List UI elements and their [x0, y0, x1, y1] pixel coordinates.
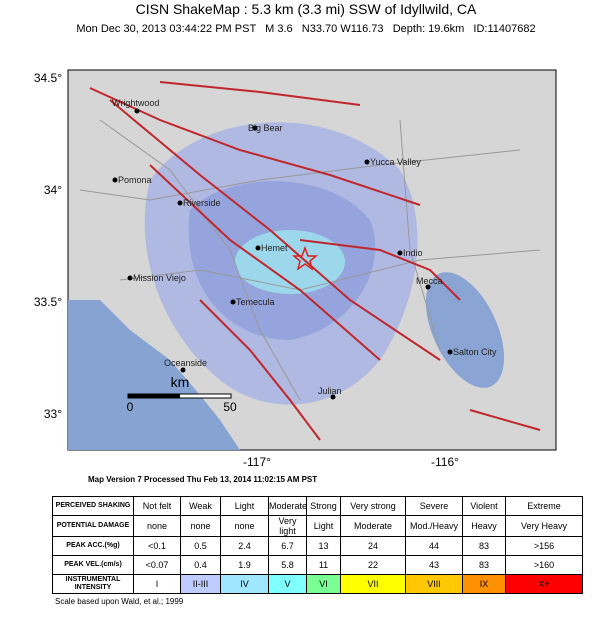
table-cell: Heavy	[462, 515, 506, 537]
table-cell: IV	[220, 574, 269, 594]
table-cell: 1.9	[220, 555, 269, 575]
table-cell: Weak	[180, 496, 221, 516]
city-label: Riverside	[183, 198, 221, 208]
city-label: Hemet	[261, 243, 288, 253]
map: Wrightwood Big Bear Yucca Valley Pomona …	[67, 69, 557, 451]
city-label: Pomona	[118, 175, 152, 185]
city-label: Indio	[403, 248, 423, 258]
epicenter	[291, 245, 319, 271]
lon-label: -117°	[243, 455, 271, 469]
table-cell: Very Heavy	[505, 515, 583, 537]
city-label: Mecca	[416, 276, 443, 286]
table-cell: II-III	[180, 574, 221, 594]
table-cell: X+	[505, 574, 583, 594]
table-cell: IX	[462, 574, 506, 594]
row-header: PERCEIVED SHAKING	[52, 496, 134, 516]
table-cell: 44	[405, 536, 463, 556]
table-cell: Moderate	[340, 515, 406, 537]
scale-start: 0	[127, 400, 134, 414]
table-cell: >160	[505, 555, 583, 575]
scale-unit: km	[171, 374, 190, 390]
table-cell: 0.5	[180, 536, 221, 556]
table-cell: V	[268, 574, 307, 594]
subtitle: Mon Dec 30, 2013 03:44:22 PM PST M 3.6 N…	[76, 23, 535, 35]
table-cell: none	[133, 515, 181, 537]
table-row: PEAK ACC.(%g) <0.1 0.5 2.4 6.7 13 24 44 83 >156	[52, 536, 583, 556]
table-row: POTENTIAL DAMAGE none none none Very light Li…	[52, 515, 583, 537]
table-cell: 5.8	[268, 555, 307, 575]
table-cell: Violent	[462, 496, 506, 516]
title: CISN ShakeMap : 5.3 km (3.3 mi) SSW of I…	[136, 1, 477, 17]
table-cell: 13	[306, 536, 341, 556]
table-cell: Mod./Heavy	[405, 515, 463, 537]
table-cell: <0.1	[133, 536, 181, 556]
row-header: PEAK VEL.(cm/s)	[52, 555, 134, 575]
table-cell: 83	[462, 555, 506, 575]
table-cell: 11	[306, 555, 341, 575]
table-cell: <0.07	[133, 555, 181, 575]
city-label: Mission Viejo	[133, 273, 186, 283]
table-cell: Very light	[268, 515, 307, 537]
table-cell: 24	[340, 536, 406, 556]
table-cell: 83	[462, 536, 506, 556]
table-row: PEAK VEL.(cm/s) <0.07 0.4 1.9 5.8 11 22 43 83 >16…	[52, 555, 583, 575]
lat-label: 34.5°	[34, 71, 62, 85]
table-cell: Severe	[405, 496, 463, 516]
table-row: PERCEIVED SHAKING Not felt Weak Light Modera…	[52, 496, 583, 516]
table-cell: Very strong	[340, 496, 406, 516]
table-cell: >156	[505, 536, 583, 556]
city-label: Yucca Valley	[370, 157, 421, 167]
city-label: Temecula	[236, 297, 275, 307]
lat-label: 34°	[44, 183, 62, 197]
table-cell: Strong	[306, 496, 341, 516]
scale-note: Scale based upon Wald, et al.; 1999	[55, 597, 184, 606]
city-label: Oceanside	[164, 358, 207, 368]
table-cell: Light	[306, 515, 341, 537]
table-cell: VI	[306, 574, 341, 594]
table-cell: 2.4	[220, 536, 269, 556]
map-version: Map Version 7 Processed Thu Feb 13, 2014…	[88, 475, 317, 484]
table-cell: Light	[220, 496, 269, 516]
table-cell: 0.4	[180, 555, 221, 575]
table-cell: none	[220, 515, 269, 537]
row-header: PEAK ACC.(%g)	[52, 536, 134, 556]
intensity-table: PERCEIVED SHAKING Not felt Weak Light Modera…	[52, 496, 583, 594]
row-header: POTENTIAL DAMAGE	[52, 515, 134, 537]
table-cell: 43	[405, 555, 463, 575]
table-cell: none	[180, 515, 221, 537]
city-label: Salton City	[453, 347, 497, 357]
table-cell: I	[133, 574, 181, 594]
city-label: Julian	[318, 386, 342, 396]
city-label: Wrightwood	[112, 98, 159, 108]
lon-label: -116°	[431, 455, 459, 469]
table-cell: VII	[340, 574, 406, 594]
table-cell: 6.7	[268, 536, 307, 556]
lat-label: 33°	[44, 407, 62, 421]
scale-end: 50	[223, 400, 237, 414]
table-cell: Extreme	[505, 496, 583, 516]
table-row: INSTRUMENTAL INTENSITY I II-III IV V VI VII VII…	[52, 574, 583, 594]
city-label: Big Bear	[248, 123, 283, 133]
table-cell: Moderate	[268, 496, 307, 516]
lat-label: 33.5°	[34, 295, 62, 309]
table-cell: VIII	[405, 574, 463, 594]
table-cell: Not felt	[133, 496, 181, 516]
row-header: INSTRUMENTAL INTENSITY	[52, 574, 134, 594]
table-cell: 22	[340, 555, 406, 575]
